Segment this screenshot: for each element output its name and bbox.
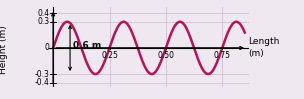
Text: 0.4: 0.4 <box>37 9 49 18</box>
Text: Length: Length <box>248 37 279 46</box>
Text: (m): (m) <box>248 50 264 59</box>
Text: 0.6 m: 0.6 m <box>74 41 102 50</box>
Text: 0.75: 0.75 <box>214 51 231 60</box>
Text: 0.25: 0.25 <box>101 51 118 60</box>
Text: -0.4: -0.4 <box>34 78 49 87</box>
Text: 0.50: 0.50 <box>157 51 174 60</box>
Text: 0.3: 0.3 <box>37 17 49 26</box>
Text: -0.3: -0.3 <box>34 69 49 79</box>
Text: Height (m): Height (m) <box>0 25 8 74</box>
Text: 0: 0 <box>44 43 49 52</box>
